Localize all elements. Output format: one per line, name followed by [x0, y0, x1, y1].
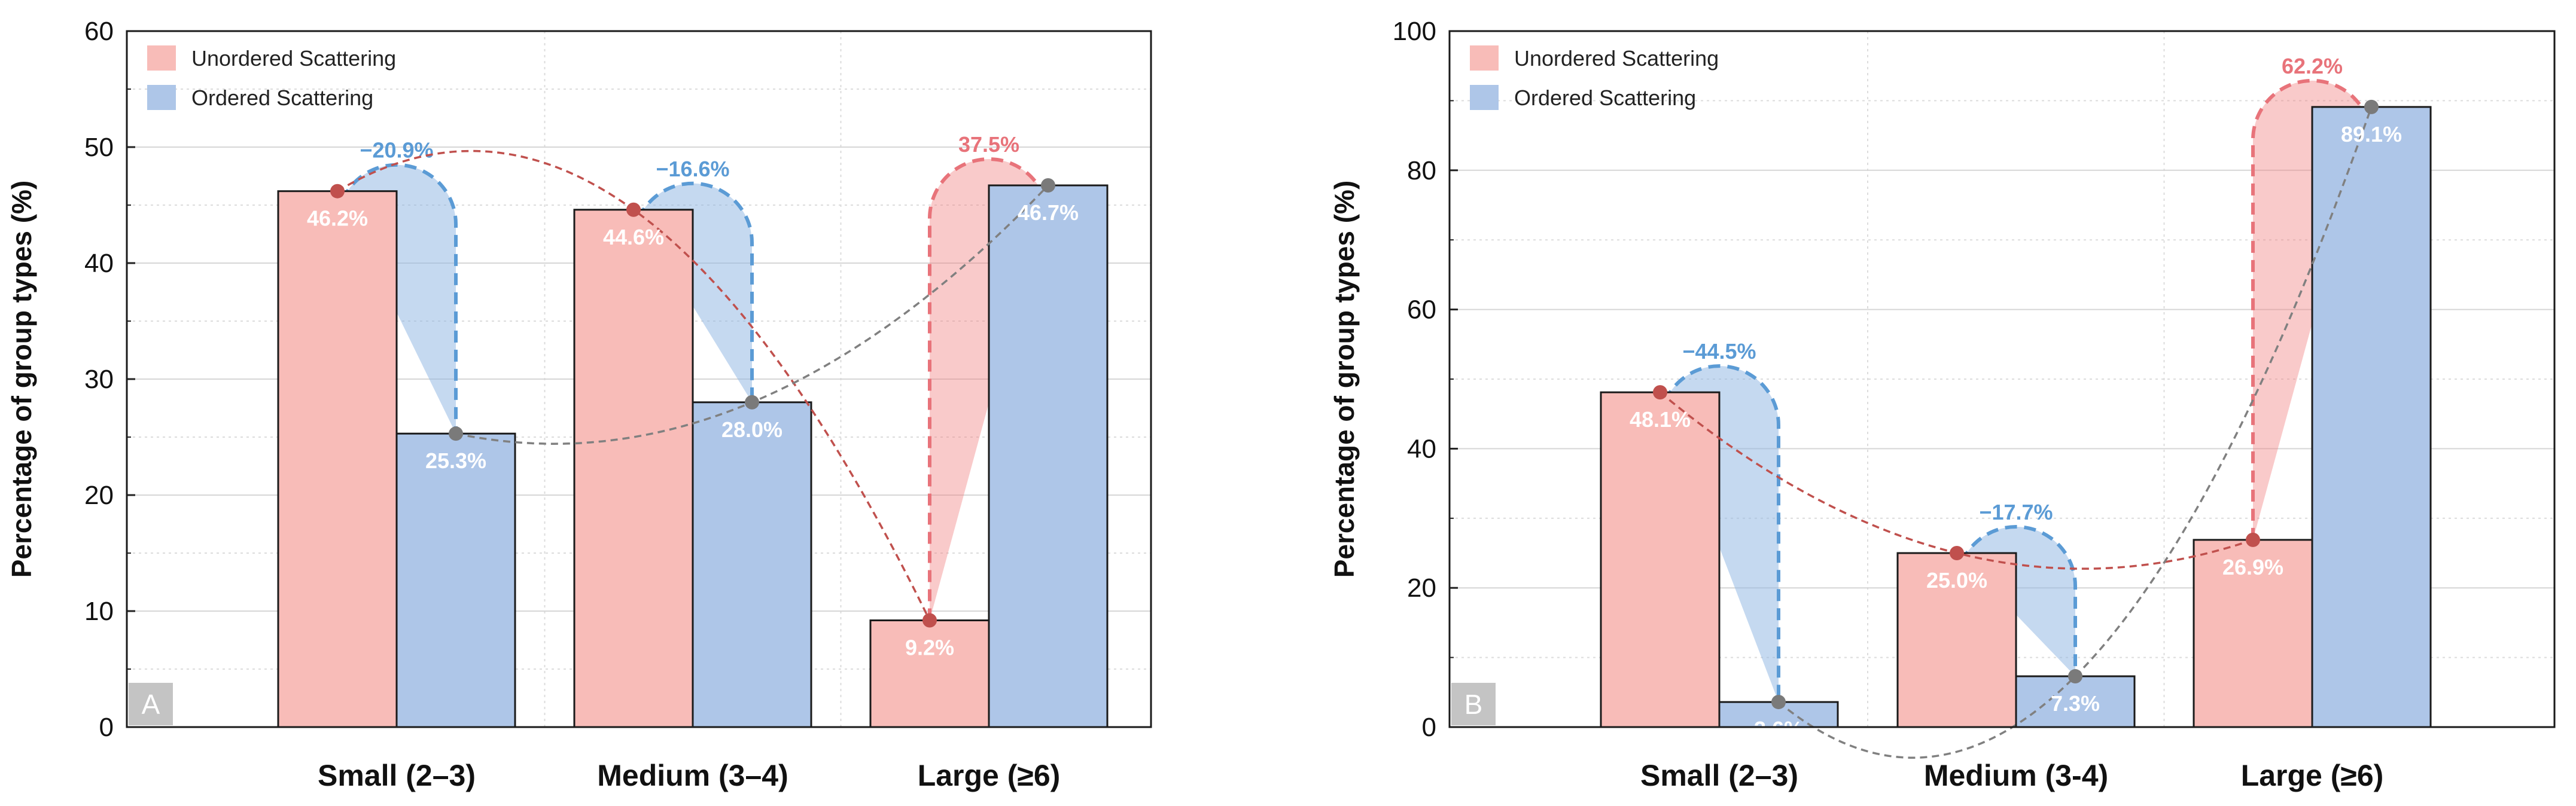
bar-unordered [2193, 539, 2313, 728]
y-tick-label: 60 [84, 17, 114, 46]
difference-label: −44.5% [1682, 339, 1756, 364]
point-unordered [1950, 546, 1964, 560]
panel-label: A [142, 689, 160, 720]
difference-bubble-outline [1658, 364, 1780, 703]
y-tick-label: 80 [1407, 156, 1436, 185]
legend-swatch-ordered [1470, 85, 1499, 110]
legend-label-unordered: Unordered Scattering [191, 46, 396, 71]
point-ordered [449, 426, 463, 441]
value-label-ordered: 46.7% [1018, 200, 1079, 225]
x-category-label: Medium (3–4) [597, 759, 788, 792]
trend-line-ordered [1777, 106, 2373, 759]
y-tick-label: 50 [84, 133, 114, 162]
difference-label: −16.6% [656, 157, 729, 181]
difference-label: 62.2% [2282, 54, 2343, 78]
y-tick-label: 40 [84, 249, 114, 278]
plot-frame [1448, 30, 2556, 728]
x-category-label: Small (2–3) [318, 759, 476, 792]
point-ordered [1041, 178, 1055, 193]
value-label-ordered: 89.1% [2341, 122, 2402, 146]
difference-label: −20.9% [360, 138, 433, 163]
legend-swatch-ordered [147, 85, 176, 110]
x-category-label: Medium (3-4) [1924, 759, 2108, 792]
y-tick-label: 30 [84, 365, 114, 394]
y-tick-label: 40 [1407, 434, 1436, 463]
plot-frame [126, 30, 1152, 728]
value-label-unordered: 9.2% [905, 636, 954, 660]
bar-unordered [1600, 391, 1721, 728]
value-label-unordered: 44.6% [603, 225, 664, 249]
bar-ordered [395, 432, 516, 728]
value-label-ordered: 28.0% [721, 417, 782, 442]
y-tick-label: 10 [84, 597, 114, 626]
value-label-unordered: 48.1% [1630, 407, 1691, 432]
point-unordered [626, 202, 641, 217]
difference-label: −17.7% [1979, 500, 2053, 524]
y-tick-label: 20 [84, 481, 114, 510]
point-ordered [1771, 695, 1786, 710]
y-tick-label: 20 [1407, 573, 1436, 603]
difference-bubble-outline [632, 181, 754, 402]
legend-label-ordered: Ordered Scattering [191, 86, 373, 110]
legend-label-ordered: Ordered Scattering [1514, 86, 1696, 110]
bar-unordered [573, 209, 694, 728]
x-category-label: Large (≥6) [918, 759, 1061, 792]
point-ordered [2364, 99, 2379, 114]
legend-swatch-unordered [1470, 45, 1499, 71]
point-unordered [330, 184, 345, 199]
x-category-label: Small (2–3) [1640, 759, 1798, 792]
value-label-ordered: 25.3% [425, 448, 486, 473]
y-tick-label: 60 [1407, 295, 1436, 325]
value-label-unordered: 26.9% [2222, 555, 2283, 579]
y-axis-title: Percentage of group types (%) [6, 181, 37, 578]
chart-panel-b: 0 20 40 60 80 100 Percentage of group types (%… [1329, 17, 2556, 792]
difference-bubble-outline [336, 163, 458, 434]
y-axis-title: Percentage of group types (%) [1329, 181, 1360, 578]
y-tick-label: 0 [1422, 713, 1436, 742]
y-tick-label: 100 [1393, 17, 1436, 46]
difference-bubble-outline [1955, 525, 2077, 677]
difference-label: 37.5% [958, 132, 1019, 157]
legend-swatch-unordered [147, 45, 176, 71]
point-unordered [1653, 385, 1667, 400]
panel-label-badge [129, 683, 173, 725]
panel-label-badge [1451, 683, 1496, 725]
point-ordered [745, 395, 759, 410]
point-unordered [2246, 532, 2260, 547]
value-label-unordered: 46.2% [307, 206, 368, 231]
bar-ordered [692, 401, 812, 728]
legend-label-unordered: Unordered Scattering [1514, 46, 1719, 71]
bar-ordered [2311, 106, 2432, 728]
bar-unordered [277, 190, 398, 728]
value-label-unordered: 25.0% [1926, 568, 1987, 593]
value-label-ordered: 3.6% [1754, 717, 1803, 741]
y-tick-label: 0 [99, 713, 114, 742]
point-unordered [922, 613, 937, 628]
bar-ordered [988, 184, 1109, 728]
x-category-label: Large (≥6) [2241, 759, 2384, 792]
value-label-ordered: 7.3% [2051, 691, 2100, 716]
point-ordered [2068, 669, 2082, 684]
chart-panel-a: 0 10 20 30 40 50 60 Percentage of group types (… [6, 17, 1152, 792]
panel-label: B [1464, 689, 1483, 720]
